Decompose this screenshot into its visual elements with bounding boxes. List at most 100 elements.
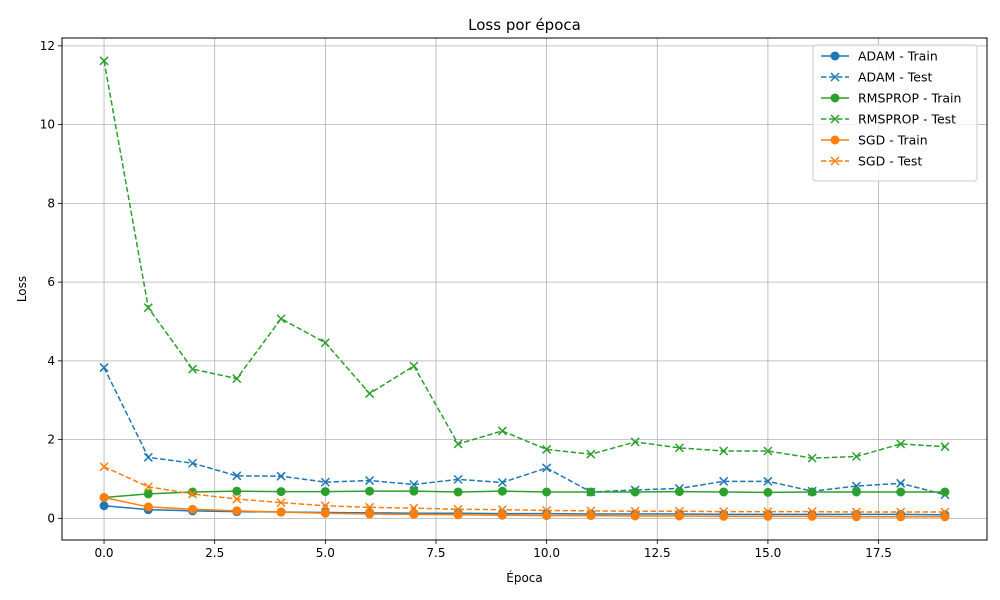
x-point-adam-test xyxy=(497,477,507,488)
x-point-adam-test xyxy=(763,476,773,486)
x-tick-label: 7.5 xyxy=(426,546,445,560)
x-point-adam-test xyxy=(232,471,242,481)
legend-marker-adam-train xyxy=(830,51,840,61)
series-line-sgd-train xyxy=(103,496,945,518)
y-tick-label: 4 xyxy=(47,354,55,368)
x-point-sgd-test xyxy=(409,503,419,513)
x-point-rmsprop-test xyxy=(143,303,153,313)
legend-marker-adam-test xyxy=(830,72,840,82)
point-sgd-train xyxy=(188,504,198,514)
x-point-sgd-test xyxy=(99,462,109,472)
x-point-adam-test xyxy=(276,471,286,481)
x-point-rmsprop-test xyxy=(719,446,729,456)
series-rmsprop-test xyxy=(99,56,950,463)
x-point-sgd-test xyxy=(143,482,153,492)
point-sgd-train xyxy=(276,507,286,517)
x-point-rmsprop-test xyxy=(320,338,330,348)
legend-marker-sgd-train xyxy=(830,135,840,145)
point-sgd-train xyxy=(453,510,463,520)
x-point-sgd-test xyxy=(586,506,596,516)
point-sgd-train xyxy=(409,509,419,519)
x-point-adam-test xyxy=(409,479,419,490)
legend-marker-rmsprop-test xyxy=(830,114,840,124)
point-sgd-train xyxy=(99,492,109,502)
x-point-sgd-test xyxy=(232,494,242,504)
x-tick-label: 12.5 xyxy=(644,546,671,560)
legend: ADAM - Train ADAM - Test RMSPROP - Train RM… xyxy=(812,44,978,182)
x-point-sgd-test xyxy=(320,501,330,511)
point-rmsprop-train xyxy=(719,487,729,497)
plot-frame xyxy=(61,37,988,541)
point-rmsprop-train xyxy=(586,487,596,497)
x-point-rmsprop-test xyxy=(188,364,198,374)
x-point-adam-test xyxy=(99,363,109,373)
x-point-rmsprop-test xyxy=(674,443,684,453)
y-tick-label: 12 xyxy=(40,39,55,53)
x-tick-label: 15.0 xyxy=(755,546,782,560)
x-point-sgd-test xyxy=(276,498,286,508)
series-layer xyxy=(99,56,950,522)
ticks: 0.0 2.5 5.0 7.5 10.0 12.5 15.0 17.5 0 2 4 6 8 10 12 xyxy=(40,39,892,560)
point-rmsprop-train xyxy=(365,486,375,496)
series-sgd-test xyxy=(99,462,950,517)
x-point-rmsprop-test xyxy=(807,453,817,463)
series-line-sgd-test xyxy=(103,466,945,513)
legend-label-sgd-test: SGD - Test xyxy=(858,154,922,169)
point-rmsprop-train xyxy=(276,487,286,497)
point-rmsprop-train xyxy=(851,487,861,497)
x-point-rmsprop-test xyxy=(586,449,596,459)
x-point-rmsprop-test xyxy=(542,444,552,454)
x-point-sgd-test xyxy=(630,506,640,516)
x-point-rmsprop-test xyxy=(409,361,419,371)
y-tick-label: 2 xyxy=(47,433,55,447)
legend-label-rmsprop-train: RMSPROP - Train xyxy=(858,91,961,106)
legend-marker-rmsprop-train xyxy=(830,93,840,103)
legend-label-rmsprop-test: RMSPROP - Test xyxy=(858,112,956,127)
x-point-sgd-test xyxy=(497,505,507,515)
x-point-sgd-test xyxy=(719,507,729,517)
point-rmsprop-train xyxy=(497,486,507,496)
x-point-adam-test xyxy=(320,477,330,487)
x-point-rmsprop-test xyxy=(940,442,950,452)
y-tick-label: 6 xyxy=(47,275,55,289)
series-line-adam-test xyxy=(103,367,946,496)
x-point-adam-test xyxy=(542,463,552,473)
x-point-sgd-test xyxy=(896,507,906,517)
point-sgd-train xyxy=(497,510,507,520)
x-point-rmsprop-test xyxy=(763,446,773,456)
legend-label-adam-train: ADAM - Train xyxy=(858,49,938,64)
x-point-sgd-test xyxy=(851,507,861,517)
legend-marker-sgd-test xyxy=(830,156,840,166)
point-sgd-train xyxy=(365,509,375,519)
series-line-rmsprop-train xyxy=(103,490,945,499)
x-point-sgd-test xyxy=(807,507,817,517)
legend-label-sgd-train: SGD - Train xyxy=(858,133,928,148)
x-point-rmsprop-test xyxy=(896,439,906,449)
point-rmsprop-train xyxy=(940,487,950,497)
legend-label-adam-test: ADAM - Test xyxy=(858,70,932,85)
x-point-sgd-test xyxy=(940,507,950,517)
x-point-adam-test xyxy=(719,476,729,486)
x-tick-label: 10.0 xyxy=(533,546,560,560)
x-point-rmsprop-test xyxy=(365,389,375,399)
x-tick-label: 0.0 xyxy=(94,546,113,560)
x-point-rmsprop-test xyxy=(232,374,242,384)
point-rmsprop-train xyxy=(630,487,640,497)
y-tick-label: 0 xyxy=(47,511,55,525)
series-line-rmsprop-test xyxy=(103,60,945,459)
point-rmsprop-train xyxy=(232,486,242,496)
y-tick-label: 8 xyxy=(47,196,55,210)
x-point-rmsprop-test xyxy=(497,426,507,436)
point-rmsprop-train xyxy=(763,487,773,497)
x-point-sgd-test xyxy=(542,505,552,516)
point-sgd-train xyxy=(232,506,242,516)
x-point-sgd-test xyxy=(674,506,684,516)
x-point-adam-test xyxy=(188,458,198,468)
point-rmsprop-train xyxy=(320,487,330,497)
point-rmsprop-train xyxy=(674,487,684,497)
chart-title: Loss por época xyxy=(468,16,581,34)
x-axis-label: Época xyxy=(506,570,543,585)
point-rmsprop-train xyxy=(542,487,552,497)
legend-box xyxy=(812,44,978,182)
